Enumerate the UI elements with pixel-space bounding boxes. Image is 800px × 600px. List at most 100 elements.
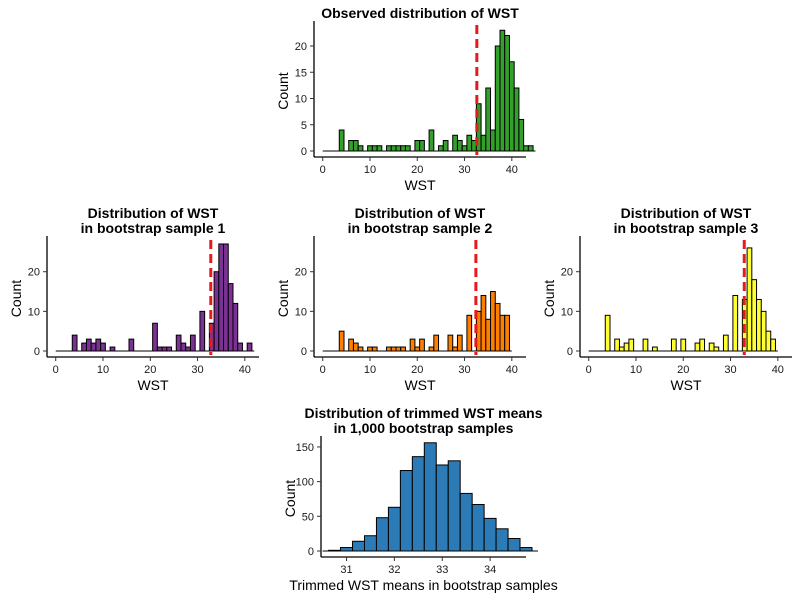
histogram-bar — [670, 338, 677, 352]
histogram-bar — [156, 346, 163, 352]
x-tick-label: 40 — [772, 364, 784, 376]
histogram-bar — [480, 295, 487, 352]
histogram-bar — [471, 504, 485, 552]
histogram-bar — [185, 346, 191, 352]
histogram-bar — [357, 145, 364, 152]
histogram-bar — [419, 140, 425, 152]
histogram-bar — [161, 346, 168, 352]
histogram-bar — [438, 145, 444, 152]
histogram-bar — [751, 279, 758, 352]
histogram-bar — [504, 314, 510, 352]
histogram-bar — [348, 338, 354, 352]
x-axis-label: Trimmed WST means in bootstrap samples — [289, 577, 557, 593]
histogram-bar — [376, 145, 383, 152]
x-tick-label: 33 — [436, 564, 448, 576]
y-tick-label: 100 — [296, 477, 314, 489]
x-axis-label: WST — [404, 177, 436, 193]
histogram-bar — [499, 29, 506, 152]
histogram-bar — [466, 314, 473, 352]
histogram-bar — [390, 145, 397, 152]
histogram-bar — [770, 338, 776, 352]
histogram-bar — [746, 247, 753, 352]
y-tick-label: 0 — [34, 346, 40, 358]
histogram-bar — [71, 334, 78, 352]
chart-title-line: Observed distribution of WST — [321, 5, 519, 21]
x-tick-label: 31 — [340, 564, 352, 576]
chart-title-line: in bootstrap sample 3 — [614, 220, 759, 236]
histogram-bar — [395, 145, 402, 152]
x-tick-label: 34 — [484, 564, 496, 576]
histogram-bar — [604, 314, 611, 352]
histogram-bar — [428, 346, 435, 352]
histogram-bar — [442, 140, 449, 152]
x-tick-label: 10 — [97, 364, 109, 376]
chart-title-line: Distribution of WST — [88, 205, 219, 221]
histogram-bar — [400, 145, 406, 152]
histogram-bar — [708, 342, 715, 352]
histogram-bar — [756, 298, 762, 352]
y-axis-label: Count — [541, 280, 557, 317]
histogram-bar — [400, 346, 406, 352]
y-axis-label: Count — [8, 280, 24, 317]
histogram-bar — [395, 346, 402, 352]
histogram-bar — [175, 334, 182, 352]
histogram-bar — [199, 310, 206, 352]
histogram-bar — [232, 302, 239, 352]
histogram-bar — [340, 547, 354, 552]
histogram-bar — [618, 346, 625, 352]
histogram-bar — [433, 334, 440, 352]
chart-title-line: in bootstrap sample 1 — [81, 220, 226, 236]
histogram-bar — [95, 338, 102, 352]
histogram-bar — [100, 342, 106, 352]
y-tick-label: 15 — [295, 67, 307, 79]
histogram-bar — [490, 291, 496, 352]
histogram-bar — [166, 346, 173, 352]
histogram-bar — [246, 342, 253, 352]
chart-title-line: Distribution of WST — [355, 205, 486, 221]
histogram-bar — [485, 318, 492, 352]
histogram-bar — [348, 140, 354, 152]
histogram-bar — [428, 129, 435, 152]
panel-observed: Observed distribution of WST 0 10 20 30 40 0 5 1… — [275, 5, 536, 193]
histogram-bar — [189, 334, 196, 352]
histogram-bar — [527, 145, 534, 152]
chart-title-line: Distribution of WST — [621, 205, 752, 221]
y-tick-label: 10 — [28, 306, 40, 318]
x-tick-label: 30 — [191, 364, 203, 376]
histogram-bar — [507, 538, 521, 552]
y-tick-label: 10 — [561, 306, 573, 318]
histogram-bar — [404, 145, 411, 152]
y-axis-label: Count — [275, 72, 291, 109]
histogram-bar — [760, 310, 767, 352]
histogram-bar — [732, 295, 739, 352]
histogram-bar — [447, 460, 461, 552]
x-tick-label: 30 — [458, 364, 470, 376]
histogram-bar — [423, 442, 437, 552]
histogram-bar — [461, 145, 468, 152]
x-tick-label: 20 — [677, 364, 689, 376]
y-tick-label: 0 — [301, 346, 307, 358]
histogram-bar — [713, 346, 720, 352]
histogram-bar — [152, 322, 158, 352]
y-tick-label: 20 — [28, 267, 40, 279]
histogram-bar — [480, 134, 487, 152]
histogram-bar — [371, 145, 378, 152]
histogram-bar — [499, 314, 506, 352]
histogram-bar — [699, 338, 706, 352]
histogram-bar — [390, 346, 397, 352]
x-tick-label: 30 — [458, 164, 470, 176]
histogram-bar — [452, 134, 458, 152]
histogram-bar — [213, 271, 220, 352]
y-tick-label: 20 — [561, 267, 573, 279]
histogram-bar — [414, 346, 421, 352]
histogram-bar — [456, 140, 463, 152]
histogram-bar — [227, 283, 234, 352]
histogram-bar — [694, 342, 701, 352]
x-axis-label: WST — [670, 377, 702, 393]
x-tick-label: 20 — [411, 364, 423, 376]
histogram-bar — [490, 129, 496, 152]
histogram-bar — [419, 338, 425, 352]
